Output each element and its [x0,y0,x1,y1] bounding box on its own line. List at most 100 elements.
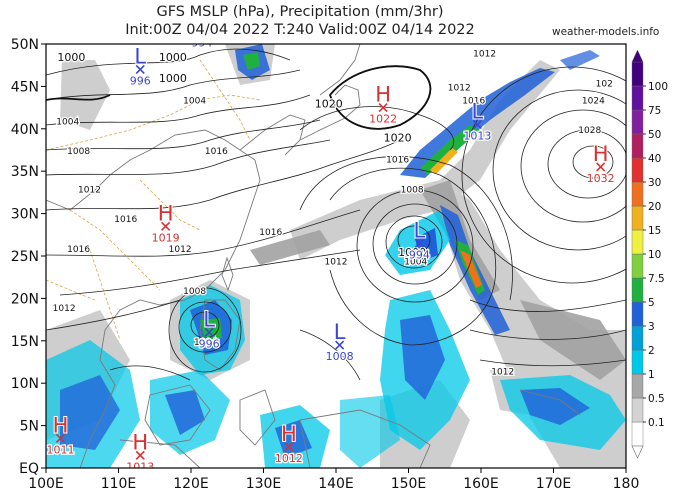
low-letter: L [334,320,346,344]
colorbar-label: 3 [648,321,655,333]
low-letter: L [472,100,484,124]
isobar-label: 1016 [67,245,90,255]
country-borders [46,59,261,341]
lon-tick-label: 150E [391,476,427,492]
lon-tick-label: 140E [318,476,354,492]
colorbar-swatch [631,349,644,375]
center-x-icon [596,162,606,172]
high-letter: H [53,413,69,437]
colorbar-label: 7.5 [648,273,665,285]
high-pressure-center: H 1013 [125,429,156,473]
isobar-label: 1016 [386,156,409,166]
isobar-label: 1000 [57,51,85,64]
isobar-label: 1012 [169,245,192,255]
lon-tick-label: 170E [536,476,572,492]
low-pressure-center: L 996 [129,44,153,89]
isobar-label: 1012 [53,304,76,314]
isobar-label: 102 [596,79,613,89]
colorbar-swatch [631,397,644,423]
map-subtitle: Init:00Z 04/04 2022 T:240 Valid:00Z 04/1… [125,22,475,38]
center-x-icon [378,103,388,113]
lon-tick-label: 110E [101,476,137,492]
colorbar-top-arrow [631,49,644,63]
isobar-label: 1008 [67,147,90,157]
lat-tick-label: 40N [11,122,39,138]
colorbar-label: 5 [648,297,655,309]
colorbar-label: 0.1 [648,417,665,429]
lat-tick-label: 45N [11,79,39,95]
center-pressure-value: 994 [409,248,430,261]
colorbar-swatch [631,109,644,135]
longitude-axis: 100E 110E 120E 130E 140E 150E 160E 170E 180 [28,468,639,492]
lon-tick-label: 130E [246,476,282,492]
isobar-label: 1012 [491,368,514,378]
low-pressure-center: L 996 [197,306,221,351]
colorbar-label: 50 [648,129,661,141]
center-x-icon [284,442,294,452]
coastlines [46,44,581,468]
isobar-label: 1024 [582,96,605,106]
center-pressure-value: 1011 [47,443,75,456]
lat-tick-label: 15N [11,334,39,350]
center-x-icon [414,238,424,248]
colorbar-swatch [631,421,644,447]
isobar-label: 1020 [315,98,343,111]
colorbar-swatch [631,229,644,255]
colorbar-label: 20 [648,201,661,213]
colorbar-label: 40 [648,153,661,165]
center-pressure-value: 1032 [587,172,615,185]
center-pressure-value: 996 [130,74,151,87]
high-pressure-center: H 1011 [46,412,76,457]
colorbar-swatch [631,133,644,159]
center-pressure-value: 1013 [463,130,491,143]
low-pressure-center: L 994 [190,27,214,51]
pressure-centers: L 996 L 994 L 1013 L 1008 L 996 L 994 H 1022 H 1032 H 101… [46,27,616,473]
isobar-label: 1016 [259,228,282,238]
colorbar-bottom-arrow [631,445,644,459]
lon-tick-label: 180 [613,476,640,492]
high-letter: H [158,201,174,225]
lon-tick-label: 160E [463,476,499,492]
isobar-label: 1008 [401,185,424,195]
low-pressure-center: L 1013 [462,99,493,144]
lat-tick-label: 20N [11,291,39,307]
isobar-label: 1000 [159,51,187,64]
isobar-label: 1004 [183,96,206,106]
colorbar-swatch [631,61,644,87]
high-letter: H [593,142,609,166]
center-pressure-value: 1013 [126,460,154,473]
isobar-label: 1008 [183,287,206,297]
center-x-icon [55,433,66,443]
colorbar-label: 2 [648,345,655,357]
lat-tick-label: 35N [11,164,39,180]
isobar-labels: 1000 1000 1000 1004 1004 1008 1012 1016 1016 1016… [51,48,614,379]
high-letter: H [375,83,391,107]
colorbar-label: 10 [648,249,661,261]
center-x-icon [161,221,171,231]
isobar-label: 1000 [159,72,187,85]
isobar-label: 1004 [404,257,427,267]
isobar-label: 1028 [578,126,601,136]
colorbar-label: 75 [648,105,661,117]
map-title: GFS MSLP (hPa), Precipitation (mm/3hr) [156,4,444,20]
colorbar-swatch [631,373,644,399]
isobar-label: 1012 [325,257,348,267]
latitude-axis: EQ 5N 10N 15N 20N 25N 30N 35N 40N 45N 50N [11,37,46,477]
colorbar-label: 100 [648,81,668,93]
isobar-label: 1012 [473,50,496,60]
low-pressure-center: L 1008 [324,319,355,364]
isobar-label: 1012 [78,185,101,195]
high-pressure-center: H 1022 [368,82,399,127]
isobar-label: 1004 [194,338,217,348]
lat-tick-label: 25N [11,249,39,265]
colorbar-swatch [631,157,644,183]
center-x-icon [198,27,206,35]
isobars [46,48,626,381]
thick-isobars [46,65,432,130]
high-pressure-center: H 1019 [150,200,181,245]
colorbar-swatch [631,325,644,351]
colorbar-label: 15 [648,225,661,237]
high-letter: H [281,422,297,446]
center-x-icon [204,327,214,337]
